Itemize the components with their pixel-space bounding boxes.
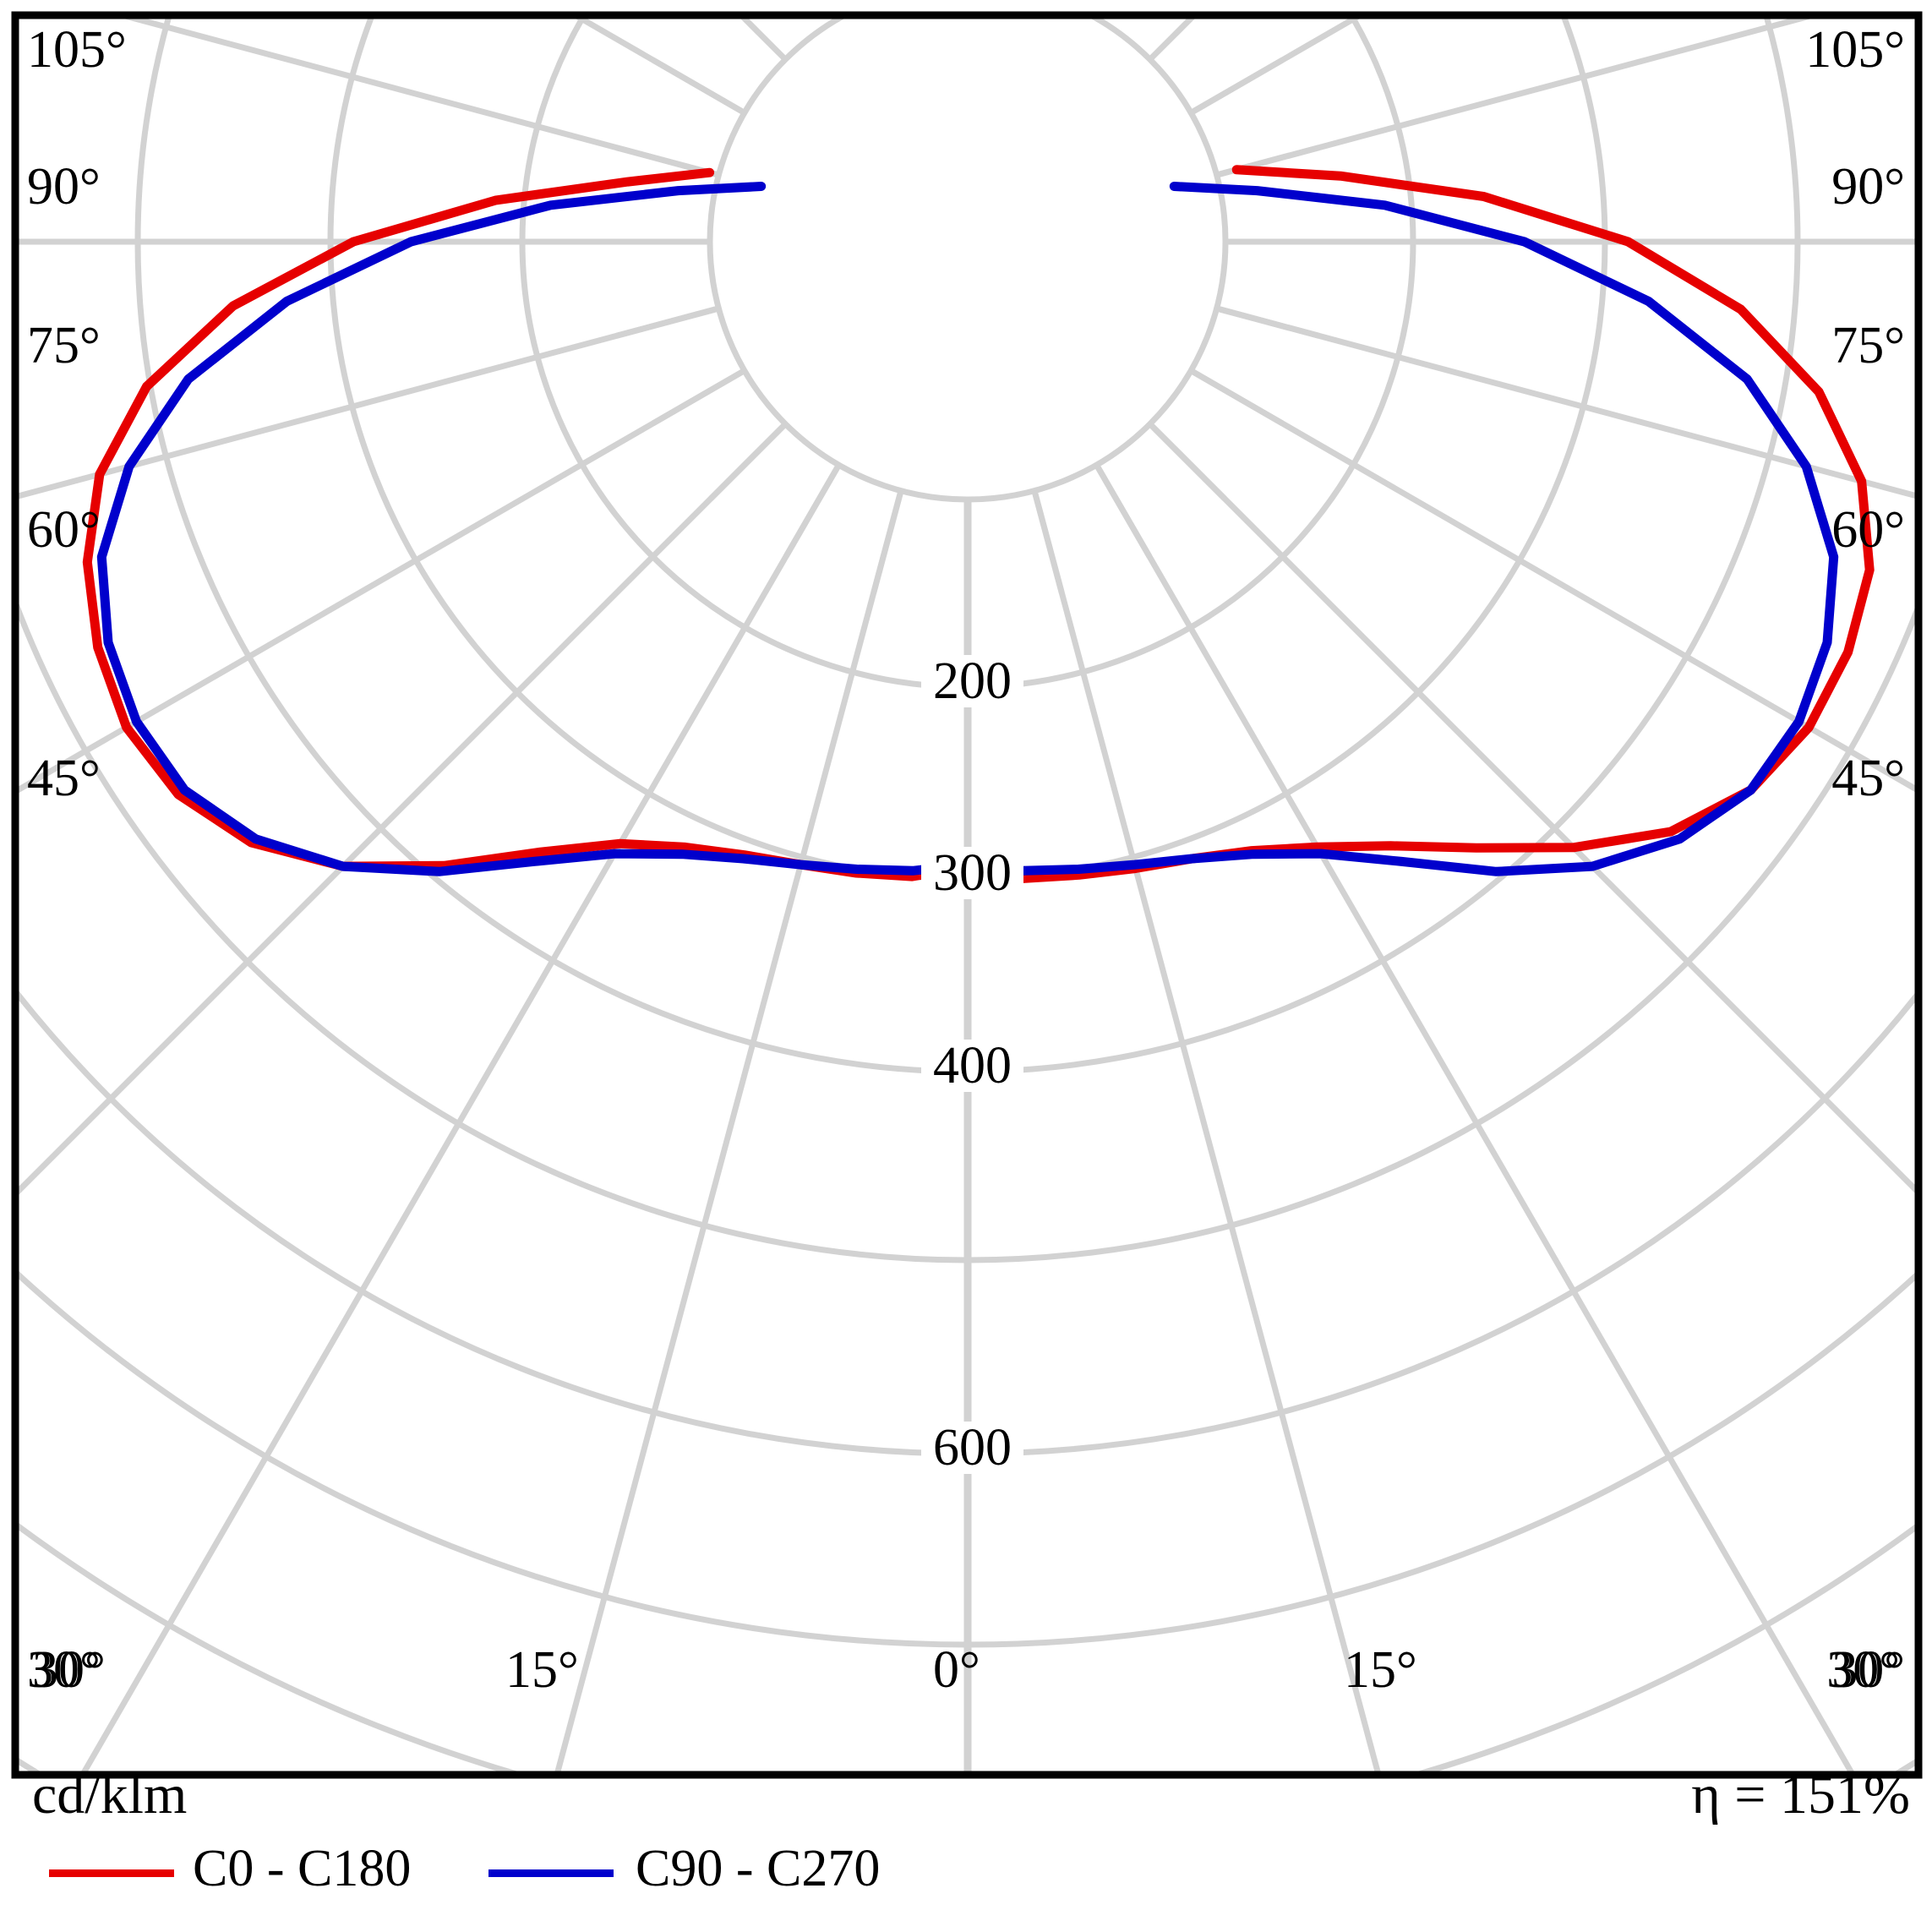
legend-swatch-c0-c180 [49, 1869, 174, 1877]
angle-label-right-90: 90° [1831, 158, 1905, 216]
legend-label-c90-c270: C90 - C270 [636, 1840, 881, 1897]
unit-label: cd/klm [32, 1764, 188, 1826]
angle-label-right-60: 60° [1831, 501, 1905, 559]
angle-label-left-45: 45° [27, 750, 101, 807]
angle-label-bottom-15-left: 15° [505, 1641, 579, 1699]
angle-label-left-105: 105° [27, 21, 127, 79]
radial-label-600: 600 [921, 1422, 1023, 1474]
angle-label-right-30: 30° [1831, 1641, 1905, 1699]
legend-swatch-c90-c270 [488, 1869, 614, 1877]
angle-label-bottom-30-left: 30° [32, 1641, 106, 1699]
radial-label-200: 200 [921, 655, 1023, 707]
radial-label-400: 400 [921, 1040, 1023, 1092]
efficiency-label: η = 151% [1691, 1764, 1910, 1826]
angle-label-right-45: 45° [1831, 750, 1905, 807]
angle-label-bottom-0: 0° [933, 1641, 980, 1699]
angle-label-right-105: 105° [1805, 21, 1905, 79]
angle-label-bottom-15-right: 15° [1344, 1641, 1417, 1699]
plot-border [11, 11, 1923, 1779]
radial-label-300: 300 [921, 847, 1023, 899]
legend-label-c0-c180: C0 - C180 [193, 1840, 412, 1897]
angle-label-left-90: 90° [27, 158, 101, 216]
angle-label-left-30: 30° [27, 1641, 101, 1699]
angle-label-left-75: 75° [27, 317, 101, 374]
angle-label-bottom-30-right: 30° [1826, 1641, 1900, 1699]
angle-label-right-75: 75° [1831, 317, 1905, 374]
angle-label-left-60: 60° [27, 501, 101, 559]
legend: C0 - C180 C90 - C270 [0, 1839, 1932, 1907]
